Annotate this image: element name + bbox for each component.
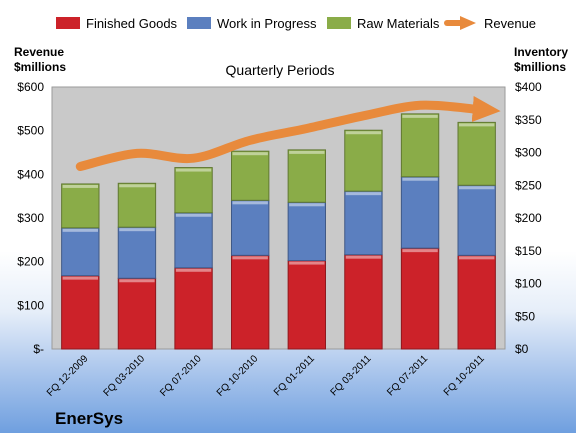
right-axis-title-line1: Inventory — [514, 45, 568, 59]
right-axis-tick-label: $0 — [515, 342, 529, 356]
right-axis-tick-label: $300 — [515, 146, 542, 160]
bar-finished-goods — [231, 254, 270, 350]
legend-arrow-revenue — [460, 16, 476, 30]
bar-highlight-work-in-progress — [289, 203, 325, 207]
bar-highlight-raw-materials — [402, 114, 438, 118]
bar-work-in-progress — [231, 199, 270, 256]
bar-highlight-work-in-progress — [459, 186, 495, 190]
bar-highlight-finished-goods — [232, 256, 268, 260]
bar-highlight-raw-materials — [119, 184, 155, 188]
right-axis-tick-labels: $0 $50 $100 $150 $200 $250 $300 $350 $400 — [515, 80, 542, 356]
bar-finished-goods — [344, 254, 383, 350]
x-axis-tick-label: FQ 07-2011 — [385, 353, 430, 398]
bar-highlight-work-in-progress — [345, 192, 382, 196]
legend-label-revenue: Revenue — [484, 16, 536, 31]
legend-label-raw-materials: Raw Materials — [357, 16, 440, 31]
right-axis-tick-label: $400 — [515, 80, 542, 94]
x-axis-tick-label: FQ 10-2010 — [215, 353, 261, 399]
left-axis-tick-label: $200 — [17, 255, 44, 269]
bar-finished-goods — [117, 277, 157, 350]
bar-highlight-raw-materials — [232, 152, 268, 156]
right-axis-tick-label: $350 — [515, 113, 542, 127]
x-axis-tick-labels: FQ 12-2009 FQ 03-2010 FQ 07-2010 FQ 10-2010… — [45, 353, 487, 399]
right-axis-tick-label: $100 — [515, 277, 542, 291]
right-axis-tick-label: $50 — [515, 309, 535, 323]
bar-raw-materials — [344, 129, 383, 192]
bar-highlight-raw-materials — [62, 184, 98, 188]
bar-highlight-finished-goods — [289, 261, 325, 265]
bar-highlight-finished-goods — [175, 268, 212, 272]
bar-finished-goods — [457, 254, 496, 350]
bar-finished-goods — [174, 267, 213, 350]
chart-title: Quarterly Periods — [226, 62, 335, 78]
bar-finished-goods — [61, 275, 100, 350]
bar-work-in-progress — [117, 226, 157, 279]
bar-raw-materials — [117, 182, 157, 228]
bar-highlight-work-in-progress — [175, 213, 212, 217]
right-axis-title-line2: $millions — [514, 60, 566, 74]
revenue-line — [75, 96, 501, 171]
bar-highlight-raw-materials — [175, 168, 212, 172]
right-axis-tick-label: $150 — [515, 244, 542, 258]
x-axis-tick-label: FQ 01-2011 — [272, 353, 317, 398]
bar-work-in-progress — [344, 190, 383, 256]
bar-highlight-finished-goods — [119, 279, 155, 283]
x-axis-tick-label: FQ 07-2010 — [158, 353, 204, 399]
left-axis-tick-label: $- — [33, 342, 44, 356]
bar-work-in-progress — [174, 212, 213, 269]
bar-work-in-progress — [457, 184, 496, 256]
left-axis-tick-label: $500 — [17, 124, 44, 138]
left-axis-title-line2: $millions — [14, 60, 66, 74]
legend-swatch-work-in-progress — [187, 17, 211, 29]
brand-label: EnerSys — [55, 409, 123, 428]
x-axis-tick-label: FQ 03-2010 — [102, 353, 148, 399]
left-axis-tick-label: $400 — [17, 167, 44, 181]
right-axis-tick-label: $250 — [515, 178, 542, 192]
bar-work-in-progress — [287, 201, 326, 262]
bar-highlight-raw-materials — [289, 150, 325, 154]
right-axis-tick-label: $200 — [515, 211, 542, 225]
left-axis-tick-label: $600 — [17, 80, 44, 94]
bar-raw-materials — [457, 121, 496, 186]
left-axis-tick-label: $300 — [17, 211, 44, 225]
bar-highlight-work-in-progress — [119, 228, 155, 232]
revenue-line-layer — [75, 96, 501, 171]
bar-raw-materials — [61, 183, 100, 229]
bar-finished-goods — [287, 260, 326, 350]
x-axis-tick-label: FQ 10-2011 — [442, 353, 487, 398]
bar-highlight-work-in-progress — [232, 201, 268, 205]
legend-label-work-in-progress: Work in Progress — [217, 16, 317, 31]
x-axis-tick-label: FQ 03-2011 — [329, 353, 374, 398]
bar-highlight-finished-goods — [345, 255, 382, 259]
bar-raw-materials — [287, 149, 326, 203]
bar-raw-materials — [231, 150, 270, 201]
bar-finished-goods — [400, 247, 440, 350]
bar-highlight-raw-materials — [459, 123, 495, 127]
bar-highlight-finished-goods — [62, 276, 98, 280]
legend: Finished Goods Work in Progress Raw Mate… — [56, 16, 536, 31]
bar-highlight-finished-goods — [402, 249, 438, 253]
legend-swatch-raw-materials — [327, 17, 351, 29]
x-axis-tick-label: FQ 12-2009 — [45, 353, 91, 399]
bar-highlight-work-in-progress — [402, 177, 438, 181]
legend-swatch-finished-goods — [56, 17, 80, 29]
left-axis-tick-labels: $- $100 $200 $300 $400 $500 $600 — [17, 80, 44, 356]
legend-label-finished-goods: Finished Goods — [86, 16, 178, 31]
left-axis-title-line1: Revenue — [14, 45, 64, 59]
bars — [61, 113, 496, 350]
bar-highlight-work-in-progress — [62, 228, 98, 232]
bar-highlight-raw-materials — [345, 131, 382, 135]
bar-work-in-progress — [400, 176, 440, 249]
bar-work-in-progress — [61, 227, 100, 277]
left-axis-tick-label: $100 — [17, 298, 44, 312]
bar-raw-materials — [400, 113, 440, 178]
bar-raw-materials — [174, 167, 213, 214]
bar-highlight-finished-goods — [459, 256, 495, 260]
